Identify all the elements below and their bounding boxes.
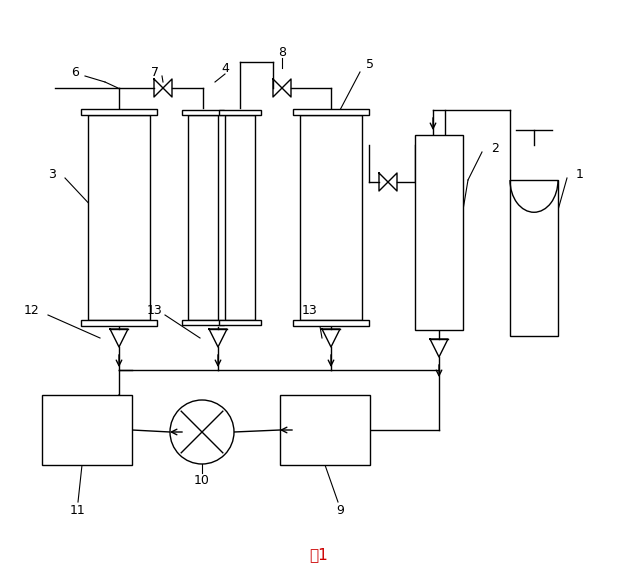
Bar (300, 115, 362, 320)
Bar (88, 115, 150, 320)
Text: 1: 1 (576, 168, 584, 182)
Text: 13: 13 (302, 304, 318, 317)
Bar (219, 110, 261, 115)
Bar (280, 395, 370, 465)
Bar (415, 135, 463, 330)
Text: 3: 3 (48, 168, 56, 182)
Circle shape (170, 400, 234, 464)
Text: 13: 13 (147, 304, 163, 317)
Text: 8: 8 (278, 46, 286, 58)
Text: 4: 4 (221, 62, 229, 74)
Bar (219, 320, 261, 325)
Bar (81, 320, 157, 325)
Bar (225, 115, 255, 320)
Text: 12: 12 (24, 304, 40, 317)
Bar (188, 115, 218, 320)
Bar (42, 395, 132, 465)
Bar (510, 180, 558, 336)
Text: 图1: 图1 (310, 548, 328, 563)
Text: 2: 2 (491, 141, 499, 155)
Text: 6: 6 (71, 66, 79, 78)
Bar (182, 320, 224, 325)
Text: 7: 7 (151, 66, 159, 78)
Bar (81, 110, 157, 115)
Bar (293, 110, 369, 115)
Bar (182, 110, 224, 115)
Bar (293, 320, 369, 325)
Text: 10: 10 (194, 474, 210, 486)
Text: 11: 11 (70, 504, 86, 516)
Text: 5: 5 (366, 58, 374, 72)
Text: 9: 9 (336, 504, 344, 516)
